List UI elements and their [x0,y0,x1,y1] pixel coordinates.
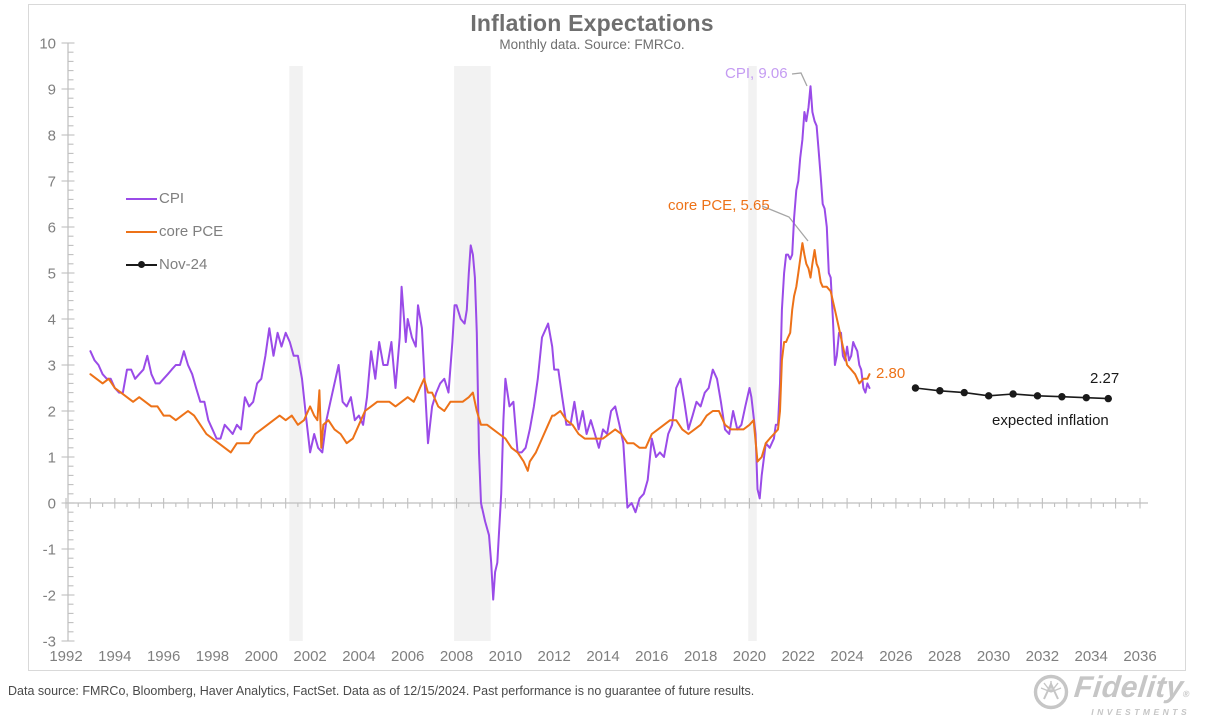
annotation-core-pce-peak: core PCE, 5.65 [668,197,770,214]
annotation-expected-inflation-label: expected inflation [992,412,1109,429]
annotation-expected-end: 2.27 [1090,370,1120,387]
annotation-core-pce-end: 2.80 [876,365,906,382]
legend-item-core-pce: core PCE [126,215,223,248]
chart-title: Inflation Expectations [470,10,714,36]
legend-label: CPI [159,190,185,207]
chart-subtitle: Monthly data. Source: FMRCo. [499,37,685,52]
legend-item-nov-24: Nov-24 [126,248,223,281]
legend-item-cpi: CPI [126,182,223,215]
fidelity-brand-name: Fidelity® [1072,671,1191,704]
fidelity-brand-sub: INVESTMENTS [1091,707,1191,717]
legend: CPI core PCE Nov-24 [126,182,223,281]
footer-disclaimer: Data source: FMRCo, Bloomberg, Haver Ana… [8,684,755,698]
legend-swatch-icon [126,260,157,269]
fidelity-logo-words: Fidelity® INVESTMENTS [1072,671,1191,717]
legend-label: Nov-24 [159,256,208,273]
legend-swatch-icon [126,194,157,203]
fidelity-logo: Fidelity® INVESTMENTS [1032,671,1191,717]
legend-label: core PCE [159,223,224,240]
fidelity-logo-icon [1033,674,1069,710]
annotation-cpi-peak: CPI, 9.06 [725,65,788,82]
chart-frame [28,4,1186,671]
legend-swatch-icon [126,227,157,236]
registered-mark: ® [1182,689,1191,699]
